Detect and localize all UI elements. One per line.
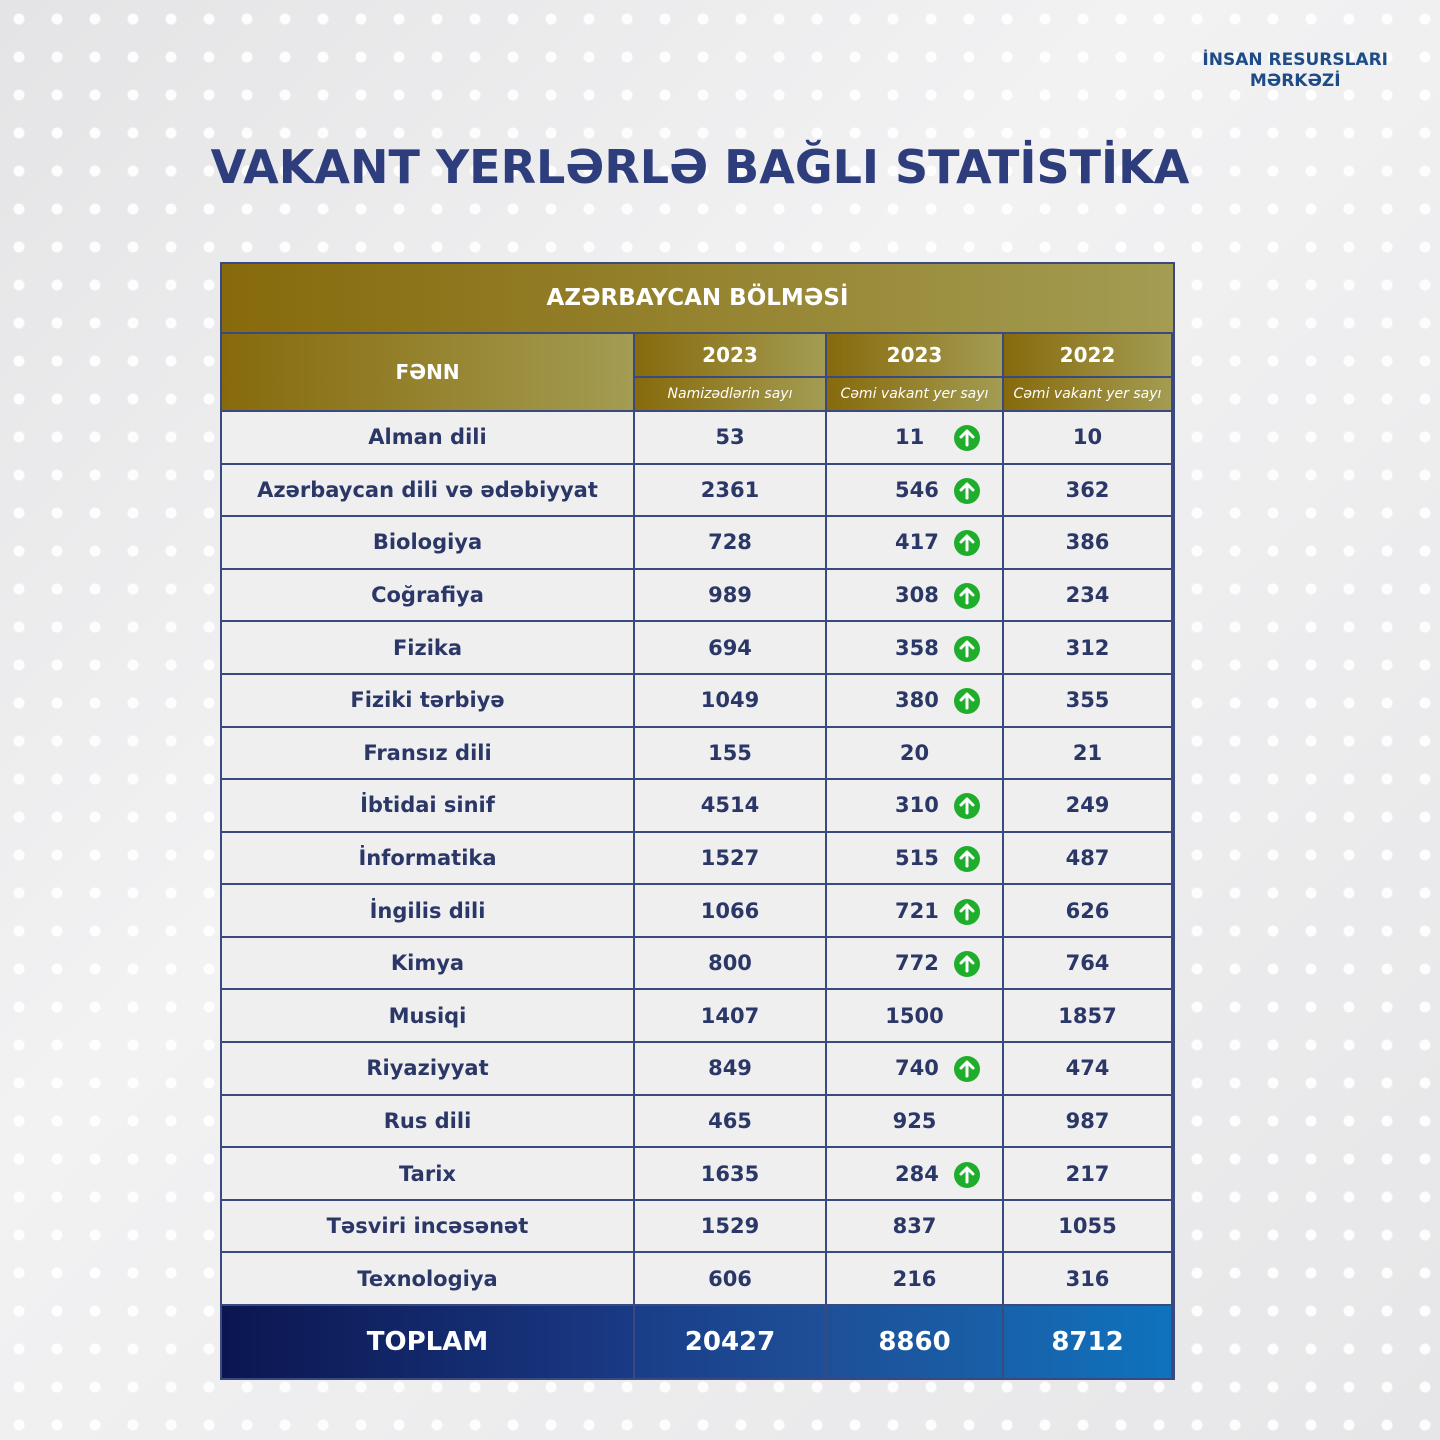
number-cell: 310 — [827, 780, 1004, 833]
number-cell: 10 — [1004, 412, 1173, 465]
number-cell: 465 — [635, 1095, 827, 1149]
total-value: 8860 — [827, 1306, 1004, 1378]
subject-cell: Təsviri incəsənət — [222, 1200, 635, 1254]
subject-cell: Kimya — [222, 937, 635, 991]
year-header: 2023 — [635, 334, 827, 378]
number-cell: 316 — [1004, 1253, 1173, 1306]
increase-arrow — [954, 530, 980, 557]
logo-line: MƏRKƏZİ — [1249, 71, 1341, 91]
subject-cell: Musiqi — [222, 990, 635, 1044]
number-cell: 362 — [1004, 464, 1173, 518]
number-cell: 4514 — [635, 780, 827, 833]
number-cell: 155 — [635, 727, 827, 781]
subject-cell: Alman dili — [222, 412, 635, 465]
number-cell: 849 — [635, 1043, 827, 1096]
number-cell: 2361 — [635, 464, 827, 518]
number-cell: 728 — [635, 517, 827, 570]
number-cell: 515 — [827, 832, 1004, 886]
section-title: AZƏRBAYCAN BÖLMƏSİ — [222, 264, 1173, 334]
number-cell: 1635 — [635, 1148, 827, 1201]
increase-arrow — [954, 688, 980, 715]
subject-cell: İnformatika — [222, 832, 635, 886]
number-cell: 989 — [635, 569, 827, 623]
subject-cell: Texnologiya — [222, 1253, 635, 1306]
number-cell: 800 — [635, 937, 827, 991]
page-title: VAKANT YERLƏRLƏ BAĞLI STATİSTİKA — [210, 140, 1190, 194]
column-subtitle: Cəmi vakant yer sayı — [827, 378, 1004, 412]
increase-arrow — [954, 425, 980, 452]
number-cell: 721 — [827, 885, 1004, 938]
number-cell: 21 — [1004, 727, 1173, 781]
number-cell: 53 — [635, 412, 827, 465]
column-subtitle: Namizədlərin sayı — [635, 378, 827, 412]
number-cell: 772 — [827, 937, 1004, 991]
number-cell: 217 — [1004, 1148, 1173, 1201]
total-label: TOPLAM — [222, 1306, 635, 1378]
logo-line: İNSAN RESURSLARI — [1202, 50, 1388, 70]
total-value: 8712 — [1004, 1306, 1173, 1378]
number-cell: 1066 — [635, 885, 827, 938]
column-subtitle: Cəmi vakant yer sayı — [1004, 378, 1173, 412]
number-cell: 358 — [827, 622, 1004, 675]
year-header: 2022 — [1004, 334, 1173, 378]
number-cell: 234 — [1004, 569, 1173, 623]
number-cell: 1049 — [635, 674, 827, 728]
subject-header: FƏNN — [222, 334, 635, 412]
subject-cell: Fizika — [222, 622, 635, 675]
subject-cell: İngilis dili — [222, 885, 635, 938]
number-cell: 837 — [827, 1200, 1004, 1254]
subject-cell: Biologiya — [222, 517, 635, 570]
number-cell: 386 — [1004, 517, 1173, 570]
number-cell: 308 — [827, 569, 1004, 623]
number-cell: 355 — [1004, 674, 1173, 728]
number-cell: 694 — [635, 622, 827, 675]
subject-cell: Azərbaycan dili və ədəbiyyat — [222, 464, 635, 518]
stats-table: AZƏRBAYCAN BÖLMƏSİ FƏNN 2023 Namizədlərin s… — [220, 262, 1175, 1380]
number-cell: 20 — [827, 727, 1004, 781]
subject-cell: Riyaziyyat — [222, 1043, 635, 1096]
number-cell: 606 — [635, 1253, 827, 1306]
increase-arrow — [954, 1056, 980, 1083]
subject-cell: İbtidai sinif — [222, 780, 635, 833]
increase-arrow — [954, 793, 980, 820]
year-header: 2023 — [827, 334, 1004, 378]
number-cell: 987 — [1004, 1095, 1173, 1149]
increase-arrow — [954, 583, 980, 610]
number-cell: 312 — [1004, 622, 1173, 675]
number-cell: 216 — [827, 1253, 1004, 1306]
number-cell: 1055 — [1004, 1200, 1173, 1254]
increase-arrow — [954, 635, 980, 662]
number-cell: 249 — [1004, 780, 1173, 833]
number-cell: 1857 — [1004, 990, 1173, 1044]
number-cell: 626 — [1004, 885, 1173, 938]
number-cell: 546 — [827, 464, 1004, 518]
number-cell: 474 — [1004, 1043, 1173, 1096]
increase-arrow — [954, 898, 980, 925]
total-value: 20427 — [635, 1306, 827, 1378]
number-cell: 417 — [827, 517, 1004, 570]
number-cell: 11 — [827, 412, 1004, 465]
increase-arrow — [954, 845, 980, 872]
increase-arrow — [954, 477, 980, 504]
number-cell: 487 — [1004, 832, 1173, 886]
number-cell: 380 — [827, 674, 1004, 728]
number-cell: 1407 — [635, 990, 827, 1044]
number-cell: 1527 — [635, 832, 827, 886]
subject-cell: Coğrafiya — [222, 569, 635, 623]
increase-arrow — [954, 951, 980, 978]
logo: İNSAN RESURSLARI MƏRKƏZİ — [1202, 50, 1388, 92]
subject-cell: Tarix — [222, 1148, 635, 1201]
number-cell: 764 — [1004, 937, 1173, 991]
number-cell: 284 — [827, 1148, 1004, 1201]
number-cell: 740 — [827, 1043, 1004, 1096]
subject-cell: Fiziki tərbiyə — [222, 674, 635, 728]
number-cell: 925 — [827, 1095, 1004, 1149]
number-cell: 1500 — [827, 990, 1004, 1044]
increase-arrow — [954, 1161, 980, 1188]
number-cell: 1529 — [635, 1200, 827, 1254]
subject-cell: Fransız dili — [222, 727, 635, 781]
subject-cell: Rus dili — [222, 1095, 635, 1149]
